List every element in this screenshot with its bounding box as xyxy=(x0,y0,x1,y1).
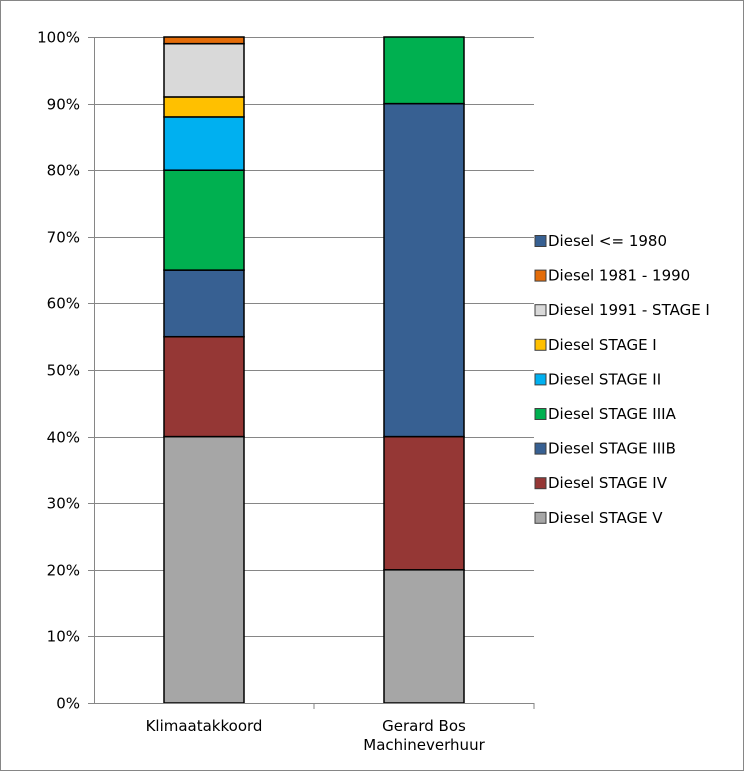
legend-item: Diesel 1991 - STAGE I xyxy=(534,301,710,319)
bar-segment xyxy=(163,116,245,171)
bar-segment xyxy=(163,335,245,438)
y-tick-label: 0% xyxy=(56,695,80,713)
legend-swatch xyxy=(534,408,547,420)
y-tick-label: 90% xyxy=(47,96,80,114)
x-category-label: Klimaatakkoord xyxy=(146,717,263,735)
legend-swatch xyxy=(534,373,547,386)
legend-item: Diesel STAGE II xyxy=(534,370,661,388)
legend-label: Diesel 1991 - STAGE I xyxy=(548,301,710,319)
legend-item: Diesel STAGE I xyxy=(534,336,657,354)
legend-item: Diesel STAGE IIIA xyxy=(534,405,677,423)
axes: 0% 10% 20% 30% 40% 50% 60% 70% 80% 90% 100% Klimaat… xyxy=(37,29,535,754)
legend-item: Diesel <= 1980 xyxy=(534,232,667,250)
legend-item: Diesel STAGE V xyxy=(534,509,663,527)
legend-label: Diesel <= 1980 xyxy=(548,232,667,250)
bars xyxy=(163,36,465,704)
y-tick-label: 50% xyxy=(47,362,80,380)
legend-label: Diesel STAGE I xyxy=(548,336,657,354)
legend-label: Diesel STAGE IV xyxy=(548,474,668,492)
x-category-label: Gerard Bos Machineverhuur xyxy=(363,717,485,754)
y-tick-label: 70% xyxy=(47,229,80,247)
legend-swatch xyxy=(534,304,547,317)
legend-swatch xyxy=(534,338,547,351)
y-tick-label: 100% xyxy=(37,29,80,47)
legend-item: Diesel STAGE IV xyxy=(534,474,668,492)
y-tick-label: 60% xyxy=(47,295,80,313)
bar-segment xyxy=(383,102,465,438)
y-tick-label: 80% xyxy=(47,162,80,180)
legend-label: Diesel STAGE IIIA xyxy=(548,405,677,423)
bar-segment xyxy=(383,569,465,704)
legend-item: Diesel 1981 - 1990 xyxy=(534,267,690,285)
legend-swatch xyxy=(534,477,547,490)
bar-segment xyxy=(163,96,245,118)
bar-segment xyxy=(383,36,465,105)
bar-segment xyxy=(163,169,245,271)
legend-swatch xyxy=(534,442,547,455)
legend-label: Diesel STAGE II xyxy=(548,370,661,388)
legend-label: Diesel 1981 - 1990 xyxy=(548,267,690,285)
y-tick-label: 40% xyxy=(47,429,80,447)
legend-swatch xyxy=(534,511,547,524)
legend-label: Diesel STAGE V xyxy=(548,509,663,527)
y-tick-label: 30% xyxy=(47,495,80,513)
bar-segment xyxy=(163,269,245,338)
legend-swatch xyxy=(534,235,547,247)
legend: Diesel <= 1980 Diesel 1981 - 1990 Diesel 1… xyxy=(534,232,710,527)
y-tick-label: 10% xyxy=(47,628,80,646)
legend-item: Diesel STAGE IIIB xyxy=(534,440,676,458)
bar-segment xyxy=(163,435,245,704)
legend-label: Diesel STAGE IIIB xyxy=(548,440,676,458)
bar-segment xyxy=(163,36,245,45)
bar-segment xyxy=(383,435,465,571)
bar-segment xyxy=(163,42,245,98)
y-tick-label: 20% xyxy=(47,562,80,580)
legend-swatch xyxy=(534,269,547,282)
